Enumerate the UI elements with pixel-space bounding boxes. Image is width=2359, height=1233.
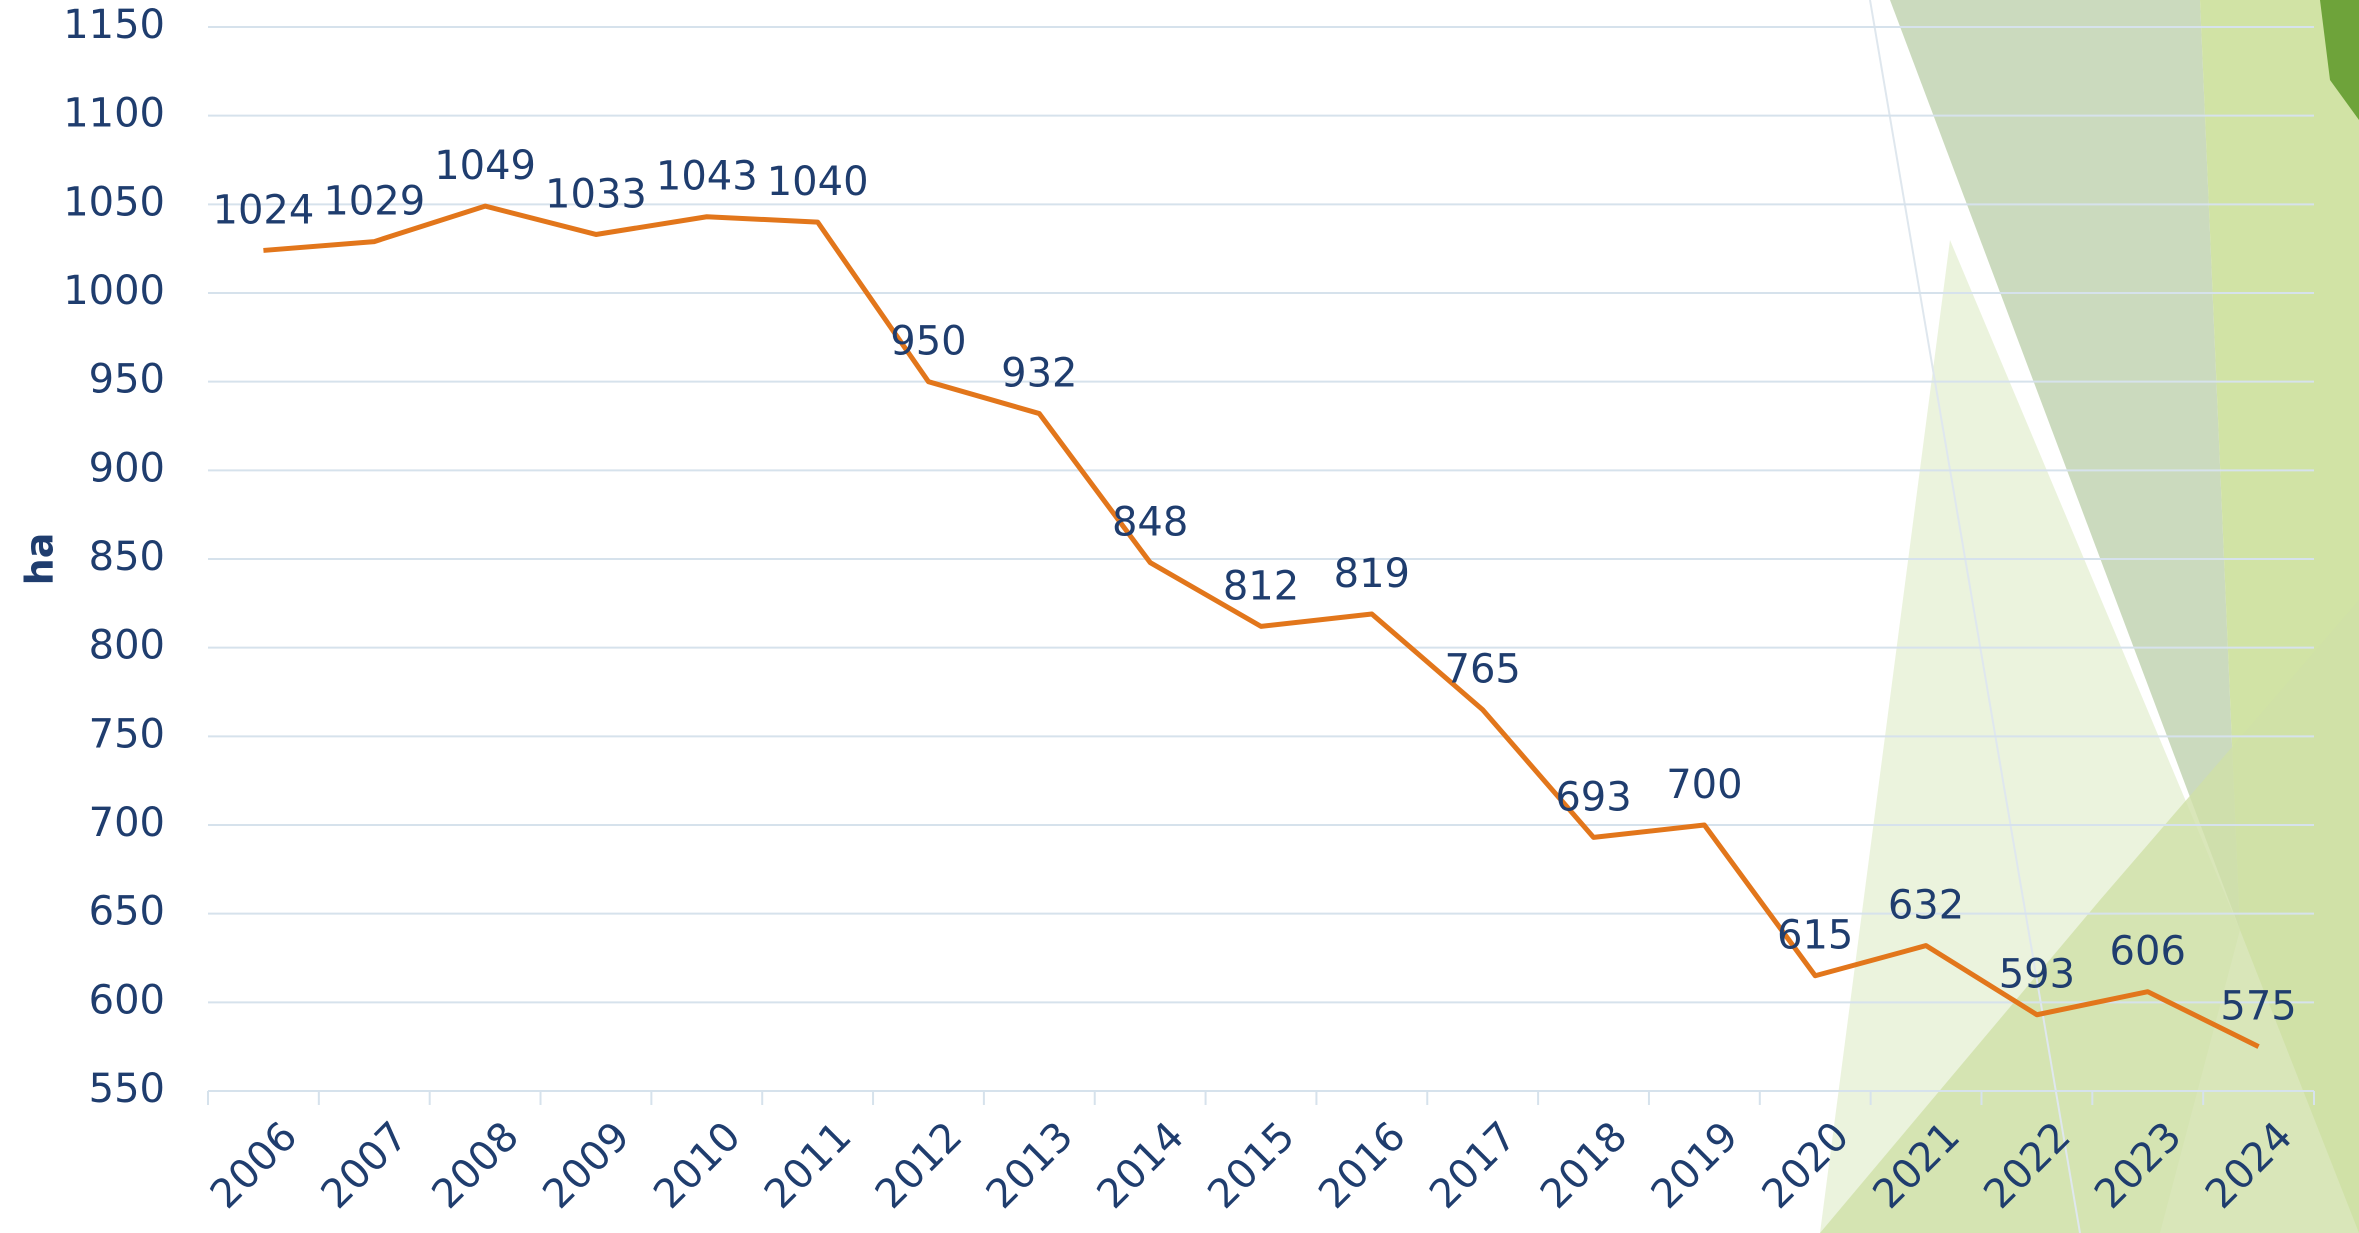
data-label: 700 [1666, 762, 1742, 808]
y-tick-label: 1050 [63, 179, 165, 225]
y-tick-label: 800 [89, 623, 165, 669]
y-tick-label: 1150 [63, 2, 165, 48]
data-label: 606 [2110, 929, 2186, 975]
data-label: 575 [2220, 984, 2296, 1030]
y-axis-label: ha [18, 533, 62, 586]
y-tick-label: 750 [89, 711, 165, 757]
data-label: 812 [1223, 563, 1299, 609]
y-tick-label: 700 [89, 800, 165, 846]
data-label: 1029 [323, 179, 425, 225]
x-tick-label: 2010 [645, 1113, 750, 1218]
data-label: 1024 [213, 187, 315, 233]
x-tick-label: 2007 [313, 1113, 418, 1218]
y-tick-label: 650 [89, 889, 165, 935]
x-tick-label: 2018 [1532, 1113, 1637, 1218]
x-tick-label: 2016 [1310, 1113, 1415, 1218]
data-label: 632 [1888, 883, 1964, 929]
data-label: 1043 [656, 154, 758, 200]
x-tick-label: 2009 [534, 1113, 639, 1218]
y-tick-label: 950 [89, 357, 165, 403]
x-tick-label: 2014 [1088, 1113, 1193, 1218]
x-tick-label: 2017 [1421, 1113, 1526, 1218]
x-tick-label: 2019 [1643, 1113, 1748, 1218]
y-tick-label: 850 [89, 534, 165, 580]
data-label: 932 [1001, 351, 1077, 397]
data-label: 1033 [545, 171, 647, 217]
x-tick-label: 2006 [202, 1113, 307, 1218]
data-label: 765 [1445, 647, 1521, 693]
data-label: 1040 [767, 159, 869, 205]
y-tick-label: 900 [89, 445, 165, 491]
data-label: 615 [1777, 913, 1853, 959]
data-label: 693 [1555, 774, 1631, 820]
x-tick-label: 2015 [1199, 1113, 1304, 1218]
chart: ha 550 600 650 700 750 800 850 900 950 1000 1050 11… [0, 0, 2359, 1233]
data-label: 593 [1999, 952, 2075, 998]
y-tick-label: 550 [89, 1066, 165, 1112]
x-tick-label: 2011 [756, 1113, 861, 1218]
x-tick-label: 2013 [978, 1113, 1083, 1218]
data-label: 950 [890, 319, 966, 365]
decoration [1820, 0, 2359, 1233]
y-tick-label: 600 [89, 977, 165, 1023]
x-tick-label: 2008 [423, 1113, 528, 1218]
x-tick-label: 2012 [867, 1113, 972, 1218]
data-label: 819 [1334, 551, 1410, 597]
data-label: 848 [1112, 500, 1188, 546]
data-label: 1049 [434, 143, 536, 189]
page: {"chart_data": {"type": "line", "y_label… [0, 0, 2359, 1233]
y-tick-label: 1000 [63, 268, 165, 314]
y-tick-label: 1100 [63, 91, 165, 137]
